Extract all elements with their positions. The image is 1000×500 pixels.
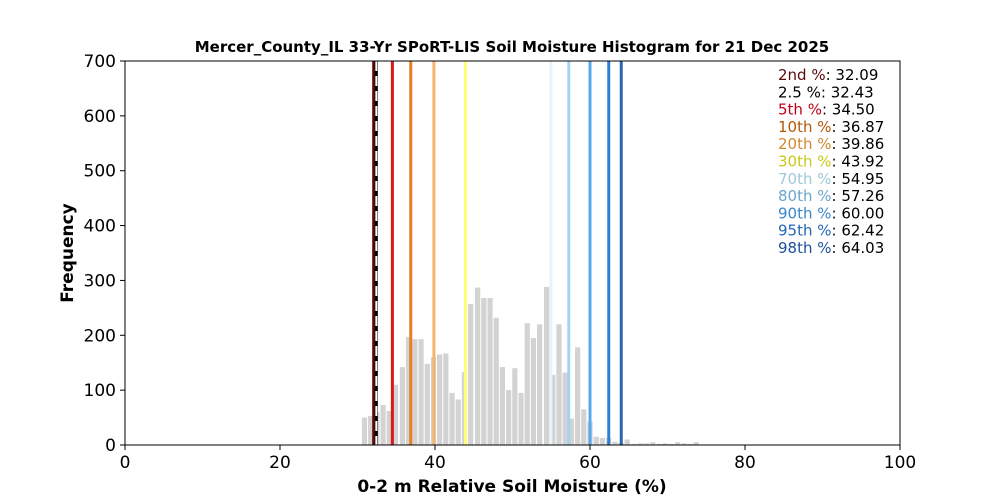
y-tick-label: 400 — [84, 217, 116, 237]
percentile-label: 98th %: 64.03 — [778, 239, 884, 257]
histogram-bar — [406, 336, 412, 445]
histogram-bar — [544, 287, 550, 445]
histogram-bar — [631, 443, 637, 445]
histogram-bar — [380, 404, 386, 445]
histogram-bar — [412, 339, 418, 445]
x-tick-label: 100 — [884, 453, 916, 473]
y-tick-label: 200 — [84, 326, 116, 346]
histogram-bar — [487, 297, 493, 445]
histogram-bar — [656, 443, 662, 445]
histogram-bar — [612, 441, 618, 445]
histogram-bar — [399, 367, 406, 445]
y-tick-label: 600 — [84, 107, 116, 127]
histogram-bar — [449, 392, 455, 445]
x-axis-ticks: 0 20 40 60 80 100 — [120, 445, 916, 473]
histogram-bar — [681, 443, 687, 445]
histogram-bar — [575, 347, 581, 445]
x-tick-label: 0 — [120, 453, 131, 473]
histogram-bar — [650, 442, 656, 445]
histogram-bar — [493, 317, 499, 445]
x-tick-label: 20 — [269, 453, 291, 473]
percentile-label: 90th %: 60.00 — [778, 204, 884, 222]
percentile-label: 70th %: 54.95 — [778, 170, 884, 188]
x-tick-label: 60 — [579, 453, 601, 473]
histogram-bar — [687, 443, 693, 445]
histogram-bar — [643, 443, 650, 445]
histogram-bar — [599, 437, 605, 445]
percentile-label: 2.5 %: 32.43 — [778, 83, 874, 101]
y-axis-label: Frequency — [58, 203, 78, 303]
x-tick-label: 40 — [424, 453, 446, 473]
histogram-bar — [481, 297, 487, 445]
percentile-lines — [372, 61, 623, 445]
percentile-label: 20th %: 39.86 — [778, 135, 884, 153]
percentile-label: 5th %: 34.50 — [778, 101, 875, 119]
histogram-bar — [524, 323, 530, 445]
y-tick-label: 300 — [84, 271, 116, 291]
histogram-bar — [455, 399, 461, 445]
y-tick-label: 700 — [84, 52, 116, 72]
histogram-bar — [499, 367, 506, 445]
histogram-bar — [537, 324, 543, 445]
histogram-bar — [368, 415, 374, 445]
y-tick-label: 500 — [84, 162, 116, 182]
histogram-bar — [530, 338, 537, 445]
chart-title: Mercer_County_IL 33-Yr SPoRT-LIS Soil Mo… — [195, 38, 830, 56]
histogram-bar — [693, 442, 699, 445]
plot-frame — [124, 60, 901, 446]
histogram-bar — [424, 363, 430, 445]
x-tick-label: 80 — [734, 453, 756, 473]
percentile-label: 2nd %: 32.09 — [778, 66, 878, 84]
percentile-label: 30th %: 43.92 — [778, 153, 884, 171]
y-axis-ticks: 0 100 200 300 400 500 600 700 — [84, 52, 125, 456]
histogram-bar — [437, 354, 443, 445]
histogram-bar — [361, 417, 368, 445]
histogram-bar — [637, 443, 643, 445]
histogram-bar — [562, 372, 568, 445]
histogram-bar — [468, 304, 474, 445]
histogram-bar — [568, 418, 574, 445]
histogram-bar — [475, 287, 481, 445]
histogram-bar — [556, 324, 562, 445]
histogram-bar — [512, 368, 518, 445]
percentile-label: 80th %: 57.26 — [778, 187, 884, 205]
histogram-bar — [668, 443, 674, 445]
histogram-bar — [443, 353, 449, 445]
y-tick-label: 100 — [84, 381, 116, 401]
histogram-bar — [550, 374, 556, 445]
histogram-bar — [392, 384, 399, 445]
percentile-label: 95th %: 62.42 — [778, 222, 884, 240]
histogram-bar — [593, 436, 599, 445]
histogram-bar — [518, 392, 524, 445]
histogram-bar — [624, 439, 630, 445]
histogram-bars — [361, 287, 699, 445]
percentile-label: 10th %: 36.87 — [778, 118, 884, 136]
histogram-bar — [386, 410, 392, 445]
histogram-bar — [581, 409, 587, 445]
histogram-bar — [418, 339, 424, 445]
histogram-bar — [662, 443, 668, 445]
histogram-bar — [506, 390, 512, 445]
y-tick-label: 0 — [105, 436, 116, 456]
x-axis-label: 0-2 m Relative Soil Moisture (%) — [357, 477, 666, 497]
histogram-bar — [674, 442, 681, 445]
